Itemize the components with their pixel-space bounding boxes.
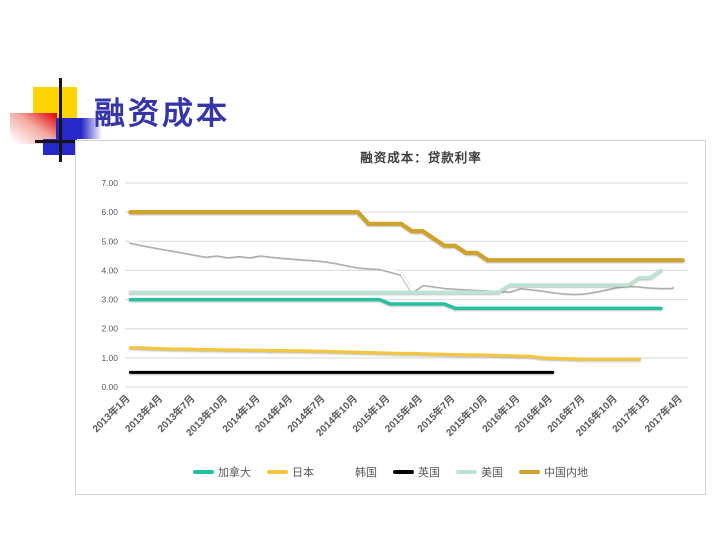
series-line-美国 (128, 268, 663, 295)
series-line-韩国 (129, 240, 673, 294)
legend-swatch-icon (267, 470, 288, 474)
legend-item-英国: 英国 (393, 464, 440, 480)
series-line-加拿大 (128, 297, 663, 311)
decor-blue-square (56, 118, 102, 139)
y-axis-tick-label: 6.00 (101, 207, 118, 217)
chart-title: 融资成本：贷款利率 (360, 150, 482, 165)
legend-label: 韩国 (355, 467, 377, 479)
y-axis-tick-label: 1.00 (101, 353, 118, 363)
y-axis-tick-label: 2.00 (101, 324, 118, 334)
chart-frame: 融资成本：贷款利率 0.00 1.00 2.00 3.00 4.00 5.00 6.00 7.… (75, 140, 706, 495)
decor-cross-vertical-line (59, 78, 62, 162)
legend-swatch-icon (519, 470, 540, 474)
series-line-中国内地 (128, 209, 685, 263)
legend-label: 英国 (418, 467, 440, 479)
chart-series (128, 209, 685, 374)
legend-item-中国内地: 中国内地 (519, 464, 588, 480)
legend-label: 加拿大 (218, 467, 251, 479)
y-axis-tick-label: 7.00 (101, 178, 118, 188)
page-title: 融资成本 (94, 96, 230, 132)
legend-item-韩国: 韩国 (330, 464, 377, 480)
y-axis-tick-label: 0.00 (101, 382, 118, 392)
legend-item-日本: 日本 (267, 464, 314, 480)
legend-swatch-icon (193, 470, 214, 474)
y-axis-tick-label: 3.00 (101, 295, 118, 305)
chart-legend: 加拿大 日本 韩国 英国 美国 中国内地 (76, 464, 705, 480)
legend-swatch-icon (456, 470, 477, 474)
legend-item-加拿大: 加拿大 (193, 464, 251, 480)
slide-corner-decoration (0, 0, 130, 180)
legend-swatch-icon (330, 470, 351, 474)
legend-label: 中国内地 (544, 467, 588, 479)
legend-label: 日本 (292, 467, 314, 479)
legend-item-美国: 美国 (456, 464, 503, 480)
legend-label: 美国 (481, 467, 503, 479)
loan-rate-line-chart: 融资成本：贷款利率 0.00 1.00 2.00 3.00 4.00 5.00 6.00 7.… (90, 150, 688, 439)
decor-cross-horizontal-line (35, 140, 78, 143)
legend-swatch-icon (393, 470, 414, 474)
series-line-日本 (128, 346, 641, 361)
decor-red-square (10, 113, 57, 144)
y-axis-tick-label: 4.00 (101, 265, 118, 275)
y-axis-tick-label: 5.00 (101, 236, 118, 246)
